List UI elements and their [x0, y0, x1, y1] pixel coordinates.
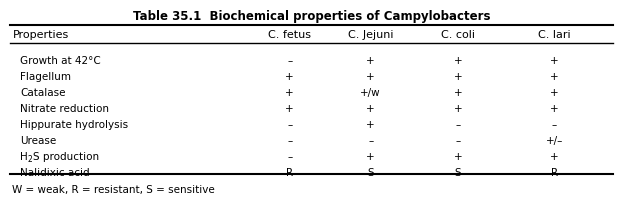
Text: +: + — [550, 104, 559, 114]
Text: –: – — [455, 136, 460, 146]
Text: C. lari: C. lari — [538, 30, 571, 40]
Text: –: – — [287, 152, 292, 162]
Text: +/–: +/– — [546, 136, 563, 146]
Text: S: S — [455, 168, 461, 178]
Text: +: + — [285, 88, 294, 98]
Text: +: + — [454, 88, 462, 98]
Text: –: – — [455, 120, 460, 130]
Text: Nitrate reduction: Nitrate reduction — [21, 104, 110, 114]
Text: +: + — [366, 152, 375, 162]
Text: –: – — [287, 56, 292, 66]
Text: C. coli: C. coli — [441, 30, 475, 40]
Text: +: + — [285, 72, 294, 82]
Text: +: + — [366, 56, 375, 66]
Text: Hippurate hydrolysis: Hippurate hydrolysis — [21, 120, 128, 130]
Text: Table 35.1  Biochemical properties of Campylobacters: Table 35.1 Biochemical properties of Cam… — [133, 10, 490, 23]
Text: S: S — [368, 168, 374, 178]
Text: Flagellum: Flagellum — [21, 72, 72, 82]
Text: +: + — [285, 104, 294, 114]
Text: +: + — [366, 104, 375, 114]
Text: Catalase: Catalase — [21, 88, 66, 98]
Text: R: R — [286, 168, 293, 178]
Text: +: + — [454, 104, 462, 114]
Text: –: – — [287, 136, 292, 146]
Text: +: + — [550, 72, 559, 82]
Text: +: + — [550, 88, 559, 98]
Text: Growth at 42°C: Growth at 42°C — [21, 56, 101, 66]
Text: +/w: +/w — [360, 88, 381, 98]
Text: Urease: Urease — [21, 136, 57, 146]
Text: R: R — [551, 168, 558, 178]
Text: Nalidixic acid: Nalidixic acid — [21, 168, 90, 178]
Text: 2: 2 — [27, 155, 32, 164]
Text: C. Jejuni: C. Jejuni — [348, 30, 394, 40]
Text: W = weak, R = resistant, S = sensitive: W = weak, R = resistant, S = sensitive — [12, 185, 215, 195]
Text: +: + — [454, 56, 462, 66]
Text: +: + — [550, 56, 559, 66]
Text: Properties: Properties — [12, 30, 69, 40]
Text: –: – — [287, 120, 292, 130]
Text: –: – — [368, 136, 373, 146]
Text: +: + — [366, 72, 375, 82]
Text: +: + — [454, 152, 462, 162]
Text: H: H — [21, 152, 28, 162]
Text: –: – — [552, 120, 557, 130]
Text: +: + — [550, 152, 559, 162]
Text: C. fetus: C. fetus — [268, 30, 312, 40]
Text: +: + — [366, 120, 375, 130]
Text: S production: S production — [34, 152, 100, 162]
Text: +: + — [454, 72, 462, 82]
